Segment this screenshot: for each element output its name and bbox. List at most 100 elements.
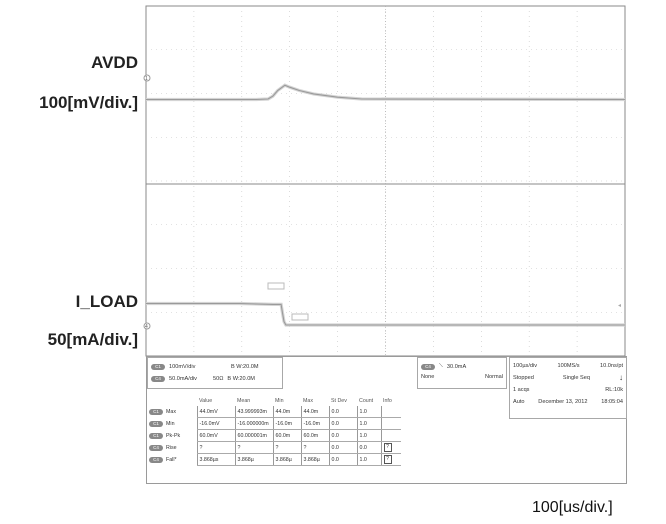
measurement-row[interactable]: C1 Pk-Pk 60.0mV 60.000001m 60.0m 60.0m 0.…: [147, 429, 401, 442]
info-cell: ?: [380, 441, 401, 454]
markers: 1 4 ◂: [143, 74, 621, 330]
ch1-scale-label: 100[mV/div.]: [39, 93, 138, 112]
info-cell: [380, 406, 401, 418]
measurement-row[interactable]: C1 Min -16.0mV -16.000000m -16.0m -16.0m …: [147, 417, 401, 430]
row-channel-badge: C1: [149, 432, 163, 439]
ch1-badge[interactable]: C1: [151, 363, 165, 370]
record-length: RL:10k: [605, 386, 623, 393]
header-max: Max: [303, 397, 314, 404]
header-stdev: St Dev: [331, 397, 347, 404]
ch1-bw-setting: B W:20.0M: [231, 363, 259, 370]
row-name: Fall*: [166, 456, 177, 463]
ch1-settings-row: C1 100mV/div B W:20.0M: [151, 361, 259, 372]
cell: 60.0mV: [196, 429, 235, 442]
row-name: Rise: [166, 444, 177, 451]
cell: 3.868µ: [234, 453, 273, 466]
trigger-row: C4 ⟍ 30.0mA: [421, 361, 466, 372]
ch4-ground-marker: [143, 322, 151, 330]
row-name: Max: [166, 408, 177, 415]
trigger-mode: Normal: [484, 373, 503, 380]
cell: 0.0: [328, 453, 357, 466]
cell: 1.0: [356, 429, 381, 442]
trigger-slope-icon: ⟍: [439, 363, 443, 369]
cell: 60.000001m: [234, 429, 273, 442]
cell: 44.0m: [272, 406, 301, 418]
cell: ?: [300, 441, 329, 454]
cell: 0.0: [328, 441, 357, 454]
trigger-coupling: None: [421, 373, 435, 380]
ch1-scale-setting: 100mV/div: [169, 363, 196, 370]
measurement-row[interactable]: C4 Rise ? ? ? ? 0.0 0.0 ?: [147, 441, 401, 454]
acq-row-1: 100µs/div 100MS/s 10.0ns/pt: [513, 360, 623, 371]
info-cell: ?: [380, 453, 401, 466]
acquisition-box: [509, 357, 627, 419]
cell: 60.0m: [300, 429, 329, 442]
header-value: Value: [199, 397, 213, 404]
ch1-ground-marker-label: 1: [145, 76, 148, 82]
trigger-level-marker: ◂: [618, 303, 621, 309]
ch4-impedance-setting: 50Ω: [213, 375, 224, 382]
acq-date: December 13, 2012: [538, 398, 588, 405]
trigger-box: [417, 357, 507, 389]
channel-settings-box: [147, 357, 283, 389]
ch4-settings-row: C4 50.0mA/div 50Ω B W:20.0M: [151, 373, 255, 384]
traces: [146, 83, 626, 327]
cell: -16.000000m: [234, 417, 273, 430]
trace-i-load: [146, 302, 625, 326]
measurement-row[interactable]: C1 Max 44.0mV 43.999993m 44.0m 44.0m 0.0 …: [147, 406, 401, 418]
horizontal-scale: 100µs/div: [513, 362, 538, 369]
row-channel-badge: C1: [149, 420, 163, 427]
ch2-scale-label: 50[mA/div.]: [47, 330, 138, 349]
trigger-source-badge[interactable]: C4: [421, 363, 435, 370]
trigger-level: 30.0mA: [446, 363, 467, 370]
cell: 1.0: [356, 406, 381, 418]
cell: 60.0m: [272, 429, 301, 442]
cell: 1.0: [356, 453, 381, 466]
cell: -16.0m: [272, 417, 301, 430]
measurement-header-row: Value Mean Min Max St Dev Count Info: [147, 395, 401, 406]
cell: 44.0mV: [196, 406, 235, 418]
cell: -16.0mV: [196, 417, 235, 430]
cell: 0.0: [328, 417, 357, 430]
info-icon[interactable]: ?: [383, 455, 392, 464]
header-count: Count: [359, 397, 374, 404]
cell: 1.0: [356, 417, 381, 430]
ch2-name-label: I_LOAD: [75, 292, 138, 311]
row-name: Pk-Pk: [166, 432, 181, 439]
trigger-box-upper: [267, 282, 285, 290]
measurement-panel: C1 100mV/div B W:20.0M C4 50.0mA/div 50Ω…: [146, 356, 627, 484]
cell: ?: [272, 441, 301, 454]
info-cell: [380, 429, 401, 442]
row-channel-badge: C4: [149, 444, 163, 451]
row-name: Min: [166, 420, 175, 427]
ch4-badge[interactable]: C4: [151, 375, 165, 382]
measurement-row[interactable]: C4 Fall* 3.868µs 3.868µ 3.868µ 3.868µ 0.0…: [147, 453, 401, 466]
ch4-scale-setting: 50.0mA/div: [169, 375, 197, 382]
measurement-table: Value Mean Min Max St Dev Count Info C1 M…: [147, 395, 401, 466]
header-mean: Mean: [237, 397, 251, 404]
cell: 43.999993m: [234, 406, 273, 418]
acq-time: 18:05:04: [601, 398, 623, 405]
header-info: Info: [383, 397, 392, 404]
acq-state: Stopped: [513, 374, 534, 381]
cell: 44.0m: [300, 406, 329, 418]
ch4-ground-marker-label: 4: [145, 324, 148, 330]
cell: 3.868µ: [300, 453, 329, 466]
row-channel-badge: C4: [149, 456, 163, 463]
resolution: 10.0ns/pt: [599, 362, 623, 369]
info-icon[interactable]: ?: [383, 443, 392, 452]
cell: ?: [196, 441, 235, 454]
acq-sequence: Single Seq: [562, 374, 590, 381]
trace-avdd: [146, 84, 626, 101]
cell: ?: [234, 441, 273, 454]
trigger-mode-row: None Normal: [421, 371, 503, 382]
acq-auto: Auto: [513, 398, 525, 405]
acq-row-3: 1 acqs RL:10k: [513, 384, 623, 395]
cell: 0.0: [328, 429, 357, 442]
trigger-box-lower: [291, 313, 309, 321]
ch1-name-label: AVDD: [91, 53, 138, 72]
acq-row-2: Stopped Single Seq ↓: [513, 372, 623, 383]
ch4-bw-setting: B W:20.0M: [227, 375, 255, 382]
acq-row-4: Auto December 13, 2012 18:05:04: [513, 396, 623, 407]
